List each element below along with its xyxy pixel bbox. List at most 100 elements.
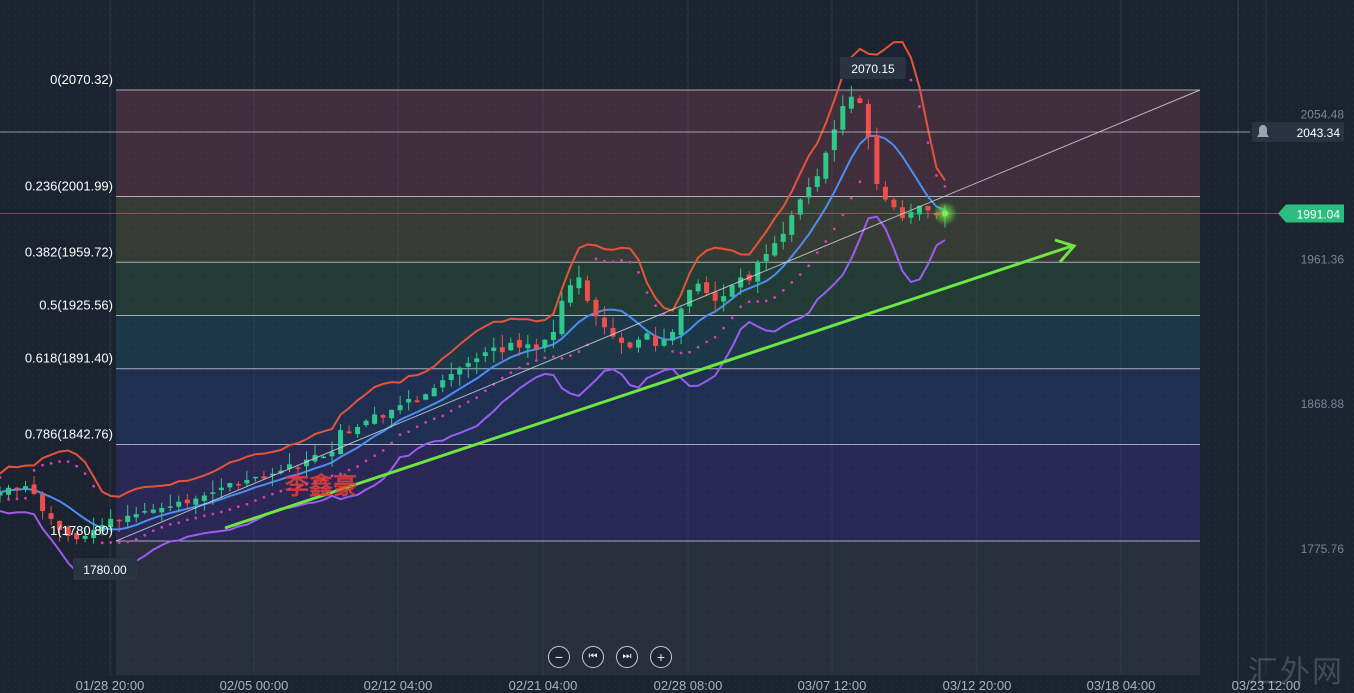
- x-tick-label: 02/05 00:00: [220, 678, 289, 693]
- sar-dot: [747, 300, 751, 304]
- candle-body: [6, 487, 12, 495]
- candle-body: [763, 254, 769, 262]
- sar-dot: [824, 240, 828, 243]
- candle-body: [321, 456, 327, 459]
- candle-body: [772, 243, 778, 256]
- candle-body: [499, 347, 505, 353]
- sar-dot: [339, 472, 342, 476]
- sar-dot: [603, 259, 606, 263]
- candle-body: [329, 451, 335, 457]
- candle-body: [755, 261, 761, 282]
- sar-dot: [32, 468, 36, 472]
- candle-body: [40, 493, 46, 512]
- sar-dot: [841, 213, 845, 217]
- candle-body: [57, 520, 63, 530]
- candle-body: [414, 400, 420, 403]
- candle-body: [235, 483, 241, 486]
- fib-level-label: 0.786(1842.76): [25, 426, 113, 441]
- lower-band-line: [0, 215, 946, 577]
- sar-dot: [117, 541, 121, 544]
- candle-body: [116, 519, 122, 522]
- sar-dot: [288, 487, 291, 491]
- low-price-label: 1780.00: [83, 563, 127, 577]
- sar-dot: [126, 540, 130, 544]
- fib-zone: [116, 196, 1200, 263]
- candle-body: [925, 206, 931, 211]
- fib-level-label: 0(2070.32): [50, 72, 113, 87]
- sar-dot: [441, 414, 445, 418]
- scroll-forward-button[interactable]: ⏭: [616, 646, 638, 668]
- sar-dot: [305, 482, 308, 486]
- candle-body: [91, 529, 97, 539]
- candle-body: [261, 476, 267, 479]
- candle-body: [899, 207, 905, 219]
- candle-body: [823, 152, 829, 179]
- candle-body: [627, 342, 633, 348]
- sar-dot: [517, 366, 521, 370]
- trend-arrow: [224, 244, 1073, 530]
- sar-dot: [483, 389, 487, 393]
- sar-dot: [177, 521, 181, 525]
- zoom-out-button[interactable]: −: [548, 646, 570, 668]
- candle-body: [99, 525, 105, 532]
- bell-icon: [1257, 125, 1269, 138]
- candle-body: [269, 473, 275, 476]
- fib-level-label: 1(1780.80): [50, 523, 113, 538]
- fib-zone: [116, 444, 1200, 541]
- zoom-in-button[interactable]: +: [650, 646, 672, 668]
- sar-dot: [696, 345, 700, 349]
- candle-body: [0, 492, 3, 496]
- plus-circle-icon: +: [656, 649, 666, 665]
- sar-dot: [500, 376, 504, 380]
- sar-dot: [15, 497, 19, 501]
- candle-body: [448, 374, 454, 380]
- sar-dot: [279, 489, 283, 493]
- candle-body: [865, 103, 871, 138]
- candle-body: [65, 526, 71, 537]
- sar-dot: [245, 502, 249, 506]
- sar-dot: [194, 516, 198, 520]
- sar-dot: [322, 478, 325, 481]
- sar-dot: [918, 105, 921, 108]
- sar-dot: [577, 350, 581, 353]
- candle-body: [712, 292, 718, 301]
- candle-body: [74, 533, 80, 540]
- candle-body: [729, 285, 735, 297]
- sar-dot: [569, 354, 572, 357]
- fib-zone: [116, 262, 1200, 316]
- site-watermark: 汇外网: [1248, 655, 1344, 690]
- candle-body: [567, 285, 573, 303]
- high-price-label: 2070.15: [851, 62, 895, 76]
- sar-dot: [296, 485, 300, 489]
- sar-dot: [66, 460, 70, 464]
- candle-body: [661, 339, 667, 346]
- candle-body: [840, 106, 846, 130]
- sar-dot: [211, 512, 215, 516]
- candle-body: [406, 398, 412, 403]
- candle-body: [303, 459, 309, 467]
- sar-dot: [594, 257, 598, 261]
- candle-body: [874, 135, 880, 184]
- candle-body: [721, 296, 727, 302]
- sar-dot: [526, 362, 530, 366]
- sar-dot: [654, 304, 657, 308]
- candle-body: [848, 96, 854, 109]
- candle-body: [610, 327, 616, 337]
- candle-body: [380, 415, 386, 418]
- sar-dot: [202, 514, 206, 518]
- sar-dot: [271, 492, 274, 496]
- sar-dot: [41, 463, 44, 467]
- sar-dot: [534, 359, 538, 362]
- sar-dot: [219, 510, 223, 514]
- sar-dot: [458, 405, 462, 408]
- candle-body: [678, 308, 684, 335]
- sar-dot: [611, 260, 615, 264]
- scroll-back-button[interactable]: ⏮: [582, 646, 604, 668]
- candle-body: [831, 129, 837, 151]
- candle-body: [576, 277, 582, 289]
- candle-body: [338, 430, 344, 455]
- sar-dot: [671, 349, 674, 353]
- candle-body: [882, 186, 888, 200]
